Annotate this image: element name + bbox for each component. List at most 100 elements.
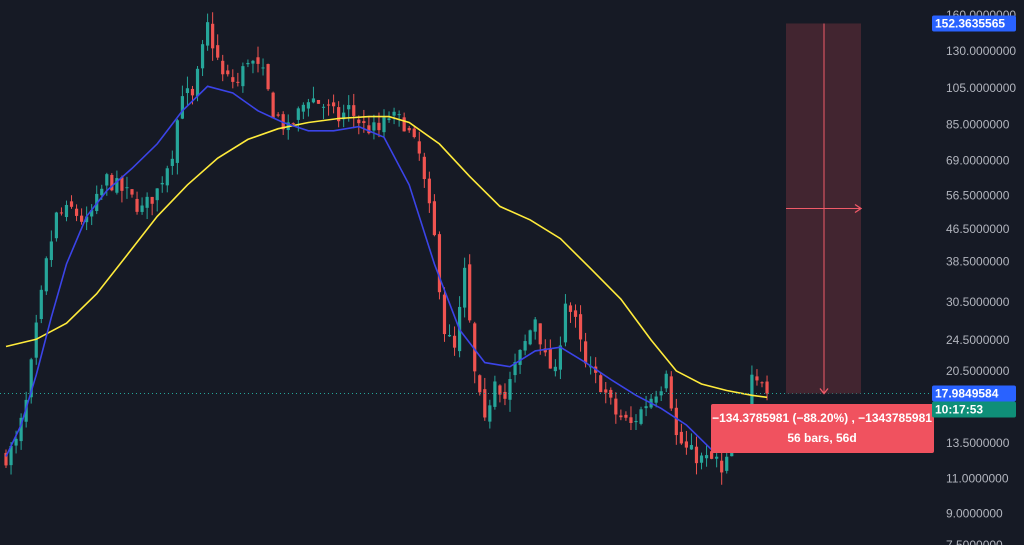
- candle-body: [85, 216, 89, 223]
- price-tick-label: 105.0000000: [946, 81, 1016, 95]
- candle-body: [447, 334, 452, 337]
- candle-body: [674, 407, 678, 436]
- candle-body: [473, 323, 477, 372]
- candle-body: [629, 417, 633, 423]
- candle-body: [523, 341, 527, 351]
- candle-body: [170, 158, 174, 166]
- candle-body: [80, 215, 84, 222]
- candle-body: [241, 66, 245, 87]
- price-tick-label: 69.0000000: [946, 154, 1010, 168]
- candle-body: [372, 122, 376, 131]
- candle-body: [337, 107, 341, 122]
- top-price-badge-bg: [932, 15, 1016, 32]
- candle-body: [200, 44, 205, 69]
- candle-body: [689, 445, 694, 450]
- candle-body: [437, 234, 442, 293]
- candle-body: [14, 438, 18, 446]
- last-price-label: 17.9849584: [935, 387, 999, 401]
- candle-body: [639, 409, 643, 424]
- candle-body: [175, 120, 179, 163]
- candle-body: [120, 177, 124, 191]
- candle-body: [105, 174, 109, 186]
- candle-body: [659, 391, 663, 396]
- moving-average-short-line: [5, 85, 768, 457]
- candle-body: [578, 314, 583, 340]
- candle-body: [715, 456, 719, 459]
- price-tick-label: 20.5000000: [946, 364, 1010, 378]
- candle-body: [543, 348, 547, 353]
- candle-body: [332, 102, 336, 107]
- candle-body: [468, 264, 472, 321]
- candle-body: [251, 60, 255, 64]
- candle-body: [392, 111, 396, 116]
- candle-body: [377, 122, 381, 131]
- candle-body: [619, 415, 623, 418]
- last-price-badge-bg: [932, 385, 1016, 402]
- candle-body: [326, 104, 331, 106]
- candle-body: [442, 294, 447, 335]
- candle-body: [155, 188, 159, 201]
- candle-body: [679, 431, 683, 444]
- candle-body: [206, 22, 210, 46]
- candle-body: [483, 389, 487, 418]
- candle-body: [64, 204, 69, 218]
- candle-body: [669, 376, 673, 409]
- candle-body: [9, 445, 13, 466]
- candle-body: [291, 123, 295, 125]
- candle-body: [301, 104, 305, 112]
- candle-body: [216, 45, 220, 58]
- candle-body: [422, 156, 426, 180]
- candle-body: [478, 375, 482, 393]
- candle-body: [503, 391, 507, 399]
- candle-body: [296, 108, 300, 120]
- candle-body: [145, 196, 149, 208]
- candle-body: [402, 117, 406, 132]
- candle-body: [271, 92, 275, 119]
- candle-body: [765, 381, 769, 394]
- candle-body: [256, 57, 260, 64]
- candle-body: [362, 121, 366, 124]
- candle-body: [347, 105, 351, 110]
- price-tick-label: 130.0000000: [946, 44, 1016, 58]
- candle-body: [699, 455, 704, 463]
- candle-body: [644, 406, 648, 409]
- candle-body: [195, 68, 200, 97]
- price-tick-label: 13.5000000: [946, 436, 1010, 450]
- candle-body: [604, 389, 608, 393]
- candle-body: [276, 114, 280, 116]
- candle-body: [4, 452, 8, 466]
- price-tick-label: 46.5000000: [946, 222, 1010, 236]
- candle-body: [44, 258, 48, 292]
- price-tick-label: 85.0000000: [946, 118, 1010, 132]
- measure-label-box: [711, 404, 934, 453]
- candle-body: [246, 62, 250, 65]
- candle-body: [69, 201, 74, 207]
- candle-body: [654, 396, 658, 403]
- candle-body: [266, 64, 270, 90]
- candle-body: [165, 168, 169, 186]
- candle-body: [463, 267, 467, 308]
- top-price-label: 152.3635565: [935, 16, 1005, 30]
- candle-body: [684, 441, 688, 448]
- price-axis[interactable]: 160.0000000130.0000000105.000000085.0000…: [946, 8, 1016, 545]
- candle-body: [513, 362, 517, 376]
- candle-body: [533, 319, 537, 332]
- price-tick-label: 56.5000000: [946, 188, 1010, 202]
- price-tick-label: 24.5000000: [946, 333, 1010, 347]
- candle-body: [54, 212, 58, 239]
- candle-body: [130, 189, 134, 195]
- candle-body: [357, 119, 361, 124]
- candle-body: [614, 398, 618, 415]
- candle-body: [29, 359, 33, 398]
- candle-body: [508, 379, 512, 400]
- candle-body: [427, 178, 431, 204]
- candle-body: [387, 118, 391, 121]
- candle-body: [160, 182, 164, 185]
- candle-body: [342, 112, 346, 120]
- candle-body: [190, 88, 195, 96]
- candle-body: [311, 98, 316, 103]
- candle-body: [558, 345, 562, 370]
- price-range-measure[interactable]: −134.3785981 (−88.20%) , −1343785981 56 …: [711, 23, 934, 453]
- candle-body: [261, 67, 265, 69]
